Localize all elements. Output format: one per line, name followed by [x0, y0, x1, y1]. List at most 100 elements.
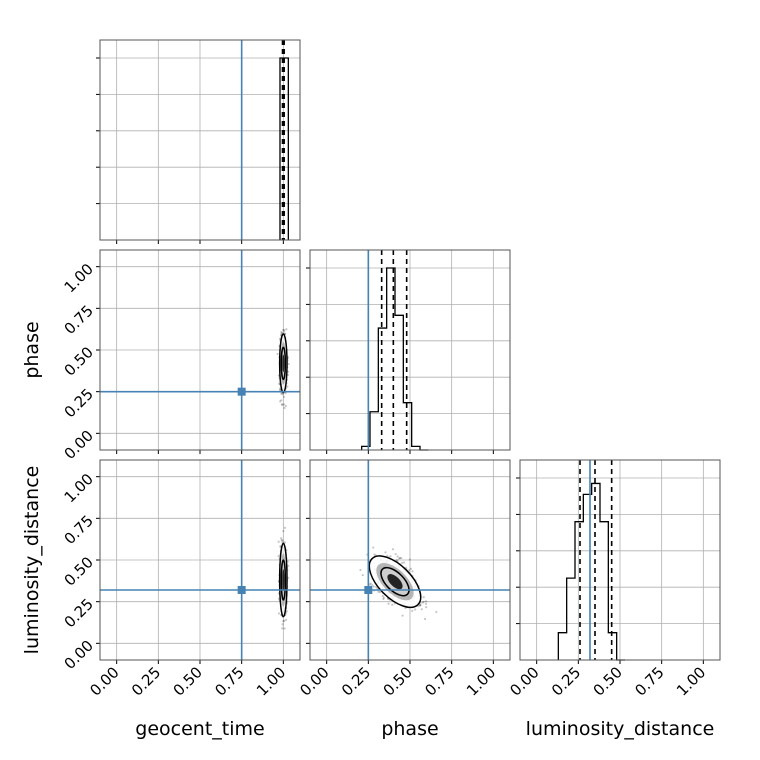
- 2d-panel-geocent_time-luminosity_distance: [96, 459, 301, 664]
- sample-point: [411, 609, 414, 613]
- sample-point: [400, 561, 404, 564]
- truth-marker: [237, 586, 246, 594]
- x-tick-label: 0.00: [506, 663, 542, 699]
- 2d-panel-phase-luminosity_distance: [306, 459, 511, 664]
- x-tick-label: 1.00: [463, 663, 499, 699]
- sample-point: [420, 608, 423, 611]
- panel-frame: [99, 459, 301, 661]
- x-tick-label: 0.50: [380, 663, 416, 699]
- sample-point: [281, 623, 284, 626]
- sample-point: [418, 603, 422, 606]
- sample-point: [423, 617, 427, 621]
- sample-point: [401, 614, 404, 617]
- y-tick-label: 0.75: [61, 302, 97, 338]
- panel-frame: [519, 459, 721, 661]
- sample-point: [398, 556, 402, 560]
- sample-point: [282, 328, 285, 332]
- sample-point: [407, 569, 411, 572]
- x-axis-label-luminosity_distance: luminosity_distance: [526, 718, 715, 740]
- sample-point: [277, 612, 281, 615]
- 2d-panel-geocent_time-phase: [96, 249, 301, 454]
- sample-point: [422, 596, 425, 599]
- x-tick-label: 0.00: [296, 663, 332, 699]
- sample-point: [386, 554, 389, 558]
- sample-point: [285, 618, 288, 621]
- sample-point: [283, 328, 286, 332]
- sample-point: [280, 538, 283, 542]
- sample-point: [409, 567, 413, 571]
- y-tick-label: 1.00: [61, 470, 97, 506]
- sample-point: [382, 597, 385, 601]
- sample-point: [281, 627, 284, 630]
- sample-point: [387, 602, 390, 605]
- density: [277, 526, 290, 630]
- sample-point: [414, 608, 417, 611]
- sample-point: [411, 570, 414, 573]
- x-tick-label: 0.75: [211, 663, 247, 699]
- sample-point: [280, 399, 283, 402]
- sample-point: [359, 568, 362, 572]
- density: [276, 328, 290, 410]
- sample-point: [418, 604, 422, 607]
- y-tick-label: 0.25: [61, 385, 97, 421]
- sample-point: [435, 610, 438, 614]
- sample-point: [285, 328, 288, 331]
- density-core: [387, 574, 403, 590]
- x-tick-label: 0.25: [128, 663, 164, 699]
- sample-point: [373, 553, 376, 556]
- sample-point: [368, 583, 371, 586]
- sample-point: [425, 606, 428, 609]
- sample-point: [281, 393, 284, 396]
- sample-point: [279, 537, 283, 540]
- sample-point: [424, 602, 428, 605]
- sample-point: [421, 601, 424, 604]
- sample-point: [281, 403, 284, 406]
- histogram-luminosity_distance: [557, 482, 625, 661]
- sample-point: [408, 558, 411, 561]
- y-tick-label: 1.00: [61, 260, 97, 296]
- sample-point: [283, 541, 286, 544]
- y-tick-label: 0.50: [61, 343, 97, 379]
- sample-point: [377, 590, 380, 593]
- sample-point: [282, 395, 286, 399]
- y-tick-label: 0.75: [61, 512, 97, 548]
- sample-point: [286, 385, 289, 388]
- sample-point: [280, 403, 284, 406]
- sample-point: [280, 330, 283, 334]
- x-tick-label: 1.00: [253, 663, 289, 699]
- sample-point: [284, 392, 287, 395]
- y-tick-label: 0.00: [61, 637, 97, 673]
- sample-point: [382, 596, 385, 599]
- sample-point: [402, 561, 406, 564]
- sample-point: [361, 573, 364, 577]
- x-tick-label: 0.25: [548, 663, 584, 699]
- sample-point: [372, 585, 375, 588]
- sample-point: [280, 332, 283, 335]
- sample-point: [422, 600, 425, 604]
- sample-point: [281, 539, 284, 542]
- sample-point: [391, 603, 394, 606]
- x-tick-label: 0.50: [170, 663, 206, 699]
- sample-point: [283, 619, 286, 622]
- sample-point: [277, 555, 280, 558]
- sample-point: [394, 552, 397, 556]
- sample-point: [384, 551, 387, 554]
- x-axis-label-geocent_time: geocent_time: [135, 718, 264, 740]
- sample-point: [283, 403, 286, 406]
- panel-frame: [99, 39, 301, 241]
- hist-panel-luminosity_distance: [516, 459, 721, 664]
- panel-frame: [99, 249, 301, 451]
- sample-point: [389, 555, 392, 558]
- sample-point: [419, 603, 422, 607]
- sample-point: [283, 330, 286, 333]
- x-axis-label-phase: phase: [381, 718, 438, 740]
- sample-point: [280, 392, 283, 395]
- sample-point: [391, 548, 395, 551]
- x-tick-label: 0.25: [338, 663, 374, 699]
- sample-point: [278, 388, 282, 391]
- sample-point: [396, 559, 399, 562]
- sample-point: [282, 529, 285, 533]
- hist-panel-geocent_time: [96, 39, 301, 244]
- y-tick-label: 0.25: [61, 595, 97, 631]
- y-tick-label: 0.00: [61, 427, 97, 463]
